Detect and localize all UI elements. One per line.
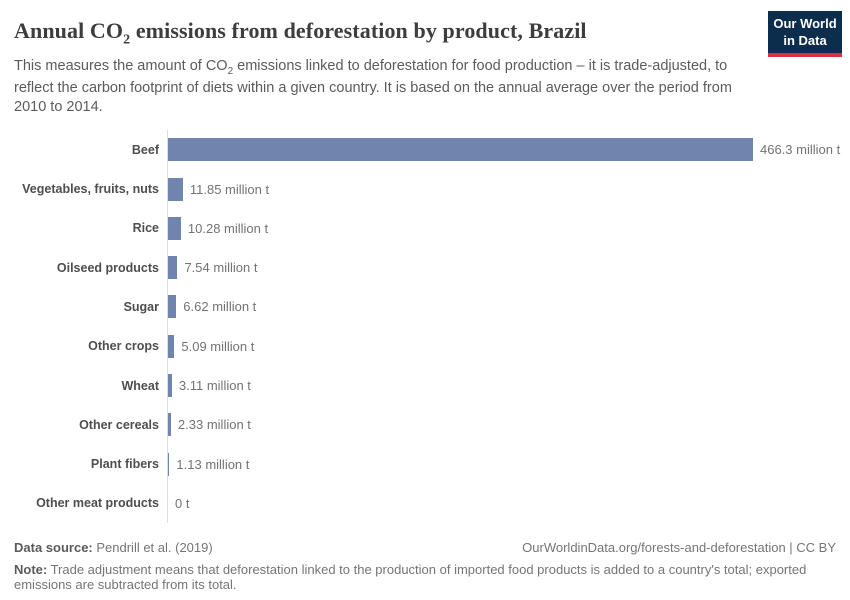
category-label-plant-fibers: Plant fibers (90, 457, 159, 472)
chart-subtitle-suffix: emissions linked to deforestation for fo… (14, 58, 732, 115)
chart-subtitle: This measures the amount of CO2 emission… (14, 57, 766, 117)
bar-other-cereals[interactable] (168, 413, 171, 437)
category-label-oilseed-products: Oilseed products (56, 260, 159, 275)
chart-title: Annual CO2 emissions from deforestation … (14, 18, 836, 48)
category-label-other-cereals: Other cereals (79, 417, 159, 432)
bar-rice[interactable] (168, 216, 181, 240)
value-label-other-cereals: 2.33 million t (177, 417, 251, 433)
value-label-rice: 10.28 million t (187, 220, 269, 236)
chart-row-other-cereals: Other cereals 2.33 million t (14, 405, 836, 445)
chart-title-subscript: 2 (123, 32, 131, 48)
chart-row-wheat: Wheat 3.11 million t (14, 365, 836, 406)
chart-subtitle-subscript: 2 (227, 66, 234, 78)
chart-note: Note: Trade adjustment means that defore… (14, 562, 836, 593)
bar-plant-fibers[interactable] (168, 452, 170, 476)
chart-row-vegetables-fruits-nuts: Vegetables, fruits, nuts 11.85 million t (14, 169, 836, 209)
bar-beef[interactable] (168, 138, 753, 162)
bar-cell-plant-fibers: 1.13 million t (167, 444, 836, 484)
category-label-sugar: Sugar (123, 299, 159, 314)
value-label-oilseed-products: 7.54 million t (184, 260, 258, 276)
chart-row-oilseed-products: Oilseed products 7.54 million t (14, 248, 836, 288)
category-label-other-meat-products: Other meat products (36, 496, 159, 511)
bar-cell-sugar: 6.62 million t (167, 287, 836, 327)
category-label-rice: Rice (132, 221, 159, 236)
bar-cell-wheat: 3.11 million t (167, 365, 836, 406)
chart-row-beef: Beef 466.3 million t (14, 130, 840, 170)
category-label-beef: Beef (131, 142, 159, 157)
bar-cell-beef: 466.3 million t (167, 130, 841, 170)
value-label-sugar: 6.62 million t (183, 299, 257, 315)
bar-oilseed-products[interactable] (168, 256, 178, 280)
note-label: Note: (14, 562, 48, 578)
chart-row-other-crops: Other crops 5.09 million t (14, 326, 836, 366)
citation-link[interactable]: OurWorldinData.org/forests-and-deforesta… (522, 540, 836, 556)
data-source-label: Data source: (14, 540, 93, 556)
chart-row-sugar: Sugar 6.62 million t (14, 287, 836, 327)
owid-logo[interactable]: Our World in Data (768, 11, 842, 58)
bar-sugar[interactable] (168, 295, 177, 319)
note-value: Trade adjustment means that deforestatio… (14, 562, 807, 593)
bar-cell-oilseed-products: 7.54 million t (167, 248, 836, 288)
bar-chart: Beef 466.3 million t Vegetables, fruits, n… (14, 130, 840, 524)
bar-vegetables-fruits-nuts[interactable] (168, 177, 183, 201)
value-label-vegetables-fruits-nuts: 11.85 million t (189, 181, 270, 197)
data-source-value: Pendrill et al. (2019) (92, 540, 213, 556)
bar-other-crops[interactable] (168, 334, 175, 358)
bar-cell-rice: 10.28 million t (167, 208, 836, 249)
owid-logo-line1: Our World (773, 16, 837, 31)
category-label-other-crops: Other crops (88, 339, 159, 354)
value-label-beef: 466.3 million t (760, 142, 841, 158)
value-label-other-crops: 5.09 million t (181, 338, 255, 354)
category-label-wheat: Wheat (121, 378, 160, 393)
chart-title-prefix: Annual CO (14, 18, 124, 43)
bar-cell-other-crops: 5.09 million t (167, 326, 836, 366)
chart-title-suffix: emissions from deforestation by product,… (130, 18, 587, 43)
bar-cell-other-cereals: 2.33 million t (167, 405, 836, 445)
bar-cell-other-meat-products: 0 t (167, 483, 836, 524)
data-source: Data source: Pendrill et al. (2019) (14, 540, 213, 555)
chart-subtitle-prefix: This measures the amount of CO (14, 58, 228, 75)
chart-footer: Data source: Pendrill et al. (2019) OurW… (14, 540, 836, 593)
value-label-plant-fibers: 1.13 million t (176, 456, 250, 472)
value-label-other-meat-products: 0 t (175, 495, 190, 511)
owid-logo-line2: in Data (783, 32, 827, 48)
value-label-wheat: 3.11 million t (178, 378, 251, 394)
chart-row-rice: Rice 10.28 million t (14, 208, 836, 249)
chart-row-other-meat-products: Other meat products 0 t (14, 483, 836, 524)
category-label-vegetables-fruits-nuts: Vegetables, fruits, nuts (22, 182, 159, 197)
bar-cell-vegetables-fruits-nuts: 11.85 million t (167, 169, 836, 209)
bar-wheat[interactable] (168, 374, 172, 398)
chart-row-plant-fibers: Plant fibers 1.13 million t (14, 444, 836, 484)
